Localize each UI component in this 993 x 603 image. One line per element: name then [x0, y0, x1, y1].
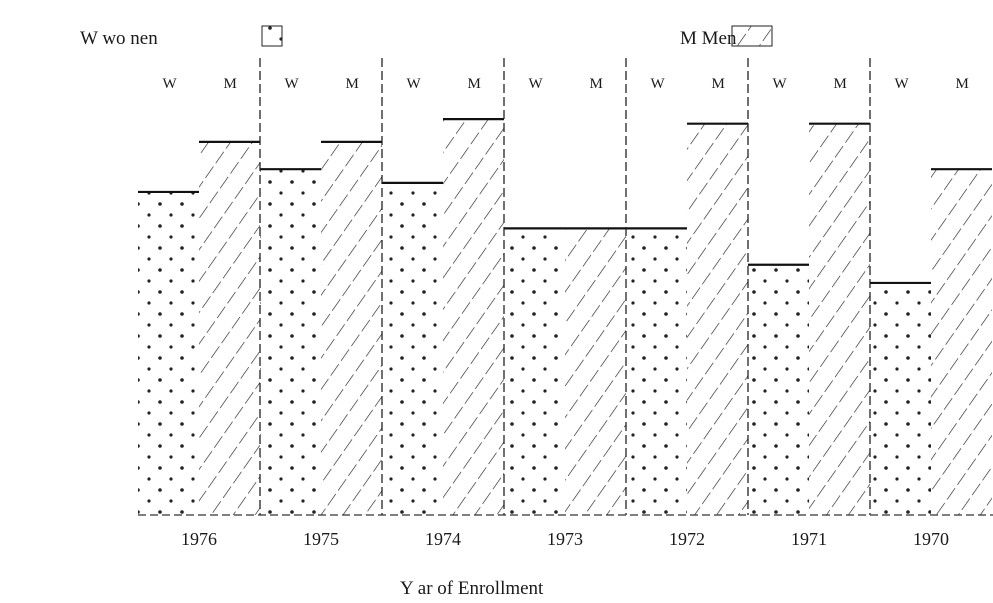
- bar-women-1972: [626, 228, 687, 515]
- column-header-w-1972: W: [651, 76, 666, 92]
- bar-men-1975: [321, 141, 382, 515]
- column-header-m-1971: M: [834, 76, 847, 92]
- column-header-m-1975: M: [346, 76, 359, 92]
- column-header-w-1971: W: [773, 76, 788, 92]
- bar-men-1970: [931, 169, 992, 515]
- x-tick-1972: 1972: [669, 529, 705, 549]
- column-header-w-1975: W: [285, 76, 300, 92]
- group-dividers: [259, 58, 871, 515]
- x-tick-1970: 1970: [913, 529, 949, 549]
- bar-women-1971: [748, 264, 809, 515]
- column-header-w-1970: W: [895, 76, 910, 92]
- column-header-m-1973: M: [590, 76, 603, 92]
- column-header-m-1970: M: [956, 76, 969, 92]
- bar-men-1973: [565, 228, 626, 515]
- column-header-m-1972: M: [712, 76, 725, 92]
- bar-women-1974: [382, 182, 443, 515]
- x-tick-1974: 1974: [425, 529, 461, 549]
- legend-label-women: W wo nen: [80, 28, 158, 49]
- bar-women-1973: [504, 228, 565, 515]
- legend-swatch-men: [731, 25, 773, 47]
- x-tick-1976: 1976: [181, 529, 217, 549]
- bar-women-1970: [870, 282, 931, 515]
- legend-swatch-women: [261, 25, 283, 47]
- legend-label-men: M Men: [680, 28, 737, 49]
- x-axis-title: Y ar of Enrollment: [400, 578, 544, 599]
- column-header-w-1973: W: [529, 76, 544, 92]
- bar-men-1971: [809, 123, 870, 515]
- bars: [138, 118, 992, 516]
- x-tick-1975: 1975: [303, 529, 339, 549]
- bar-men-1976: [199, 141, 260, 515]
- x-tick-1973: 1973: [547, 529, 583, 549]
- column-header-w-1976: W: [163, 76, 178, 92]
- legend: W wo nen M Men: [80, 25, 773, 49]
- column-header-w-1974: W: [407, 76, 422, 92]
- x-tick-1971: 1971: [791, 529, 827, 549]
- bar-men-1972: [687, 123, 748, 515]
- bar-women-1975: [260, 169, 321, 515]
- x-tick-labels: 1976 1975 1974 1973 1972 1971 1970: [181, 529, 949, 549]
- bar-men-1974: [443, 119, 504, 516]
- bar-women-1976: [138, 191, 199, 515]
- column-header-m-1974: M: [468, 76, 481, 92]
- column-header-m-1976: M: [224, 76, 237, 92]
